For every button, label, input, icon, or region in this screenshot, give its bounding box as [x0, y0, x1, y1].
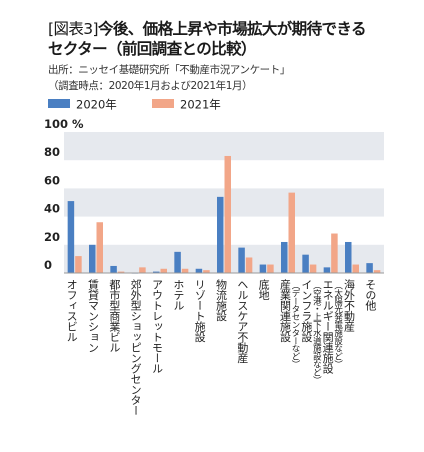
source-note: 出所：ニッセイ基礎研究所「不動産市況アンケート」 — [48, 64, 290, 76]
y-tick-label: 80 — [44, 145, 60, 159]
bar-2021 — [331, 233, 338, 273]
bar-2021 — [203, 270, 210, 273]
bar-2020 — [259, 264, 267, 273]
category-note: （太陽光発電施設など） — [333, 281, 343, 368]
category-label: 賃貸マンション — [87, 278, 100, 353]
y-tick-label: 40 — [44, 202, 60, 216]
category-label: オフィスビル — [65, 279, 78, 342]
category-note: （空港・上下水道施設など） — [311, 281, 321, 384]
figure-label: [図表3] — [48, 20, 99, 38]
y-tick-label: 0 — [44, 258, 52, 272]
category-label: 都市型商業ビル — [108, 279, 121, 353]
legend-swatch — [48, 99, 70, 108]
category-label: 底地 — [257, 278, 270, 301]
category-label: 海外不動産 — [343, 278, 356, 333]
y-tick-label: 60 — [44, 173, 60, 187]
y-axis: 0 20 40 60 80 100 % — [44, 117, 84, 272]
bar-2020 — [195, 268, 203, 273]
category-label: 物流施設 — [215, 278, 228, 322]
category-label: インフラ施設 — [300, 279, 313, 342]
y-tick-label: 100 % — [44, 117, 84, 131]
bar-2020 — [217, 196, 224, 273]
bar-2021 — [96, 222, 103, 273]
bar-2021 — [352, 264, 359, 273]
bar-2020 — [281, 241, 288, 273]
bar-2021 — [267, 264, 274, 273]
grid-band — [64, 188, 384, 217]
bar-2021 — [117, 271, 125, 273]
bar-2021 — [75, 256, 82, 273]
figure-title-line1: [図表3]今後、価格上昇や市場拡大が期待できる — [48, 17, 366, 39]
bar-2021 — [245, 257, 253, 273]
figure-title-text: 今後、価格上昇や市場拡大が期待できる — [97, 20, 367, 38]
bar-2021 — [288, 192, 295, 273]
category-label: エネルギー関連施設 — [321, 279, 334, 374]
legend-label: 2021年 — [180, 98, 221, 112]
bar-2020 — [110, 265, 117, 273]
bar-2020 — [174, 251, 181, 273]
bar-2020 — [89, 244, 96, 273]
bar-2020 — [366, 263, 373, 273]
category-label: ホテル — [172, 279, 185, 311]
bar-2021 — [373, 270, 381, 273]
chart-bars — [67, 155, 381, 274]
bar-2020 — [302, 254, 309, 273]
bar-2021 — [181, 268, 189, 273]
survey-period-note: （調査時点：2020年1月および2021年1月） — [48, 80, 253, 92]
bar-2020 — [238, 247, 245, 273]
category-label: 産業関連施設 — [279, 279, 292, 343]
category-label: アウトレットモール — [151, 279, 164, 374]
grid-band — [64, 244, 384, 273]
legend-label: 2020年 — [76, 98, 117, 112]
category-label: ヘルスケア不動産 — [236, 279, 249, 364]
grid-band — [64, 132, 384, 161]
legend-swatch — [152, 99, 174, 108]
category-label: 郊外型ショッピングセンター — [129, 279, 142, 416]
category-label: その他 — [364, 279, 377, 311]
bar-2021 — [139, 267, 146, 273]
bar-2020 — [323, 267, 331, 273]
bar-2021 — [224, 155, 231, 273]
x-axis-labels: オフィスビル 賃貸マンション 都市型商業ビル 郊外型ショッピングセンター アウトレットモ… — [65, 278, 377, 416]
bar-2020 — [67, 201, 75, 273]
category-label: リゾート施設 — [193, 279, 206, 342]
figure-title-line2: セクター（前回調査との比較） — [48, 40, 256, 58]
bar-2021 — [160, 268, 167, 273]
bar-2020 — [153, 271, 160, 273]
bar-2020 — [345, 241, 352, 273]
chart-legend: 2020年 2021年 — [48, 98, 221, 112]
bar-2021 — [309, 264, 317, 273]
category-note: （データセンターなど） — [290, 281, 300, 368]
chart-bands — [64, 132, 384, 273]
y-tick-label: 20 — [44, 230, 60, 244]
